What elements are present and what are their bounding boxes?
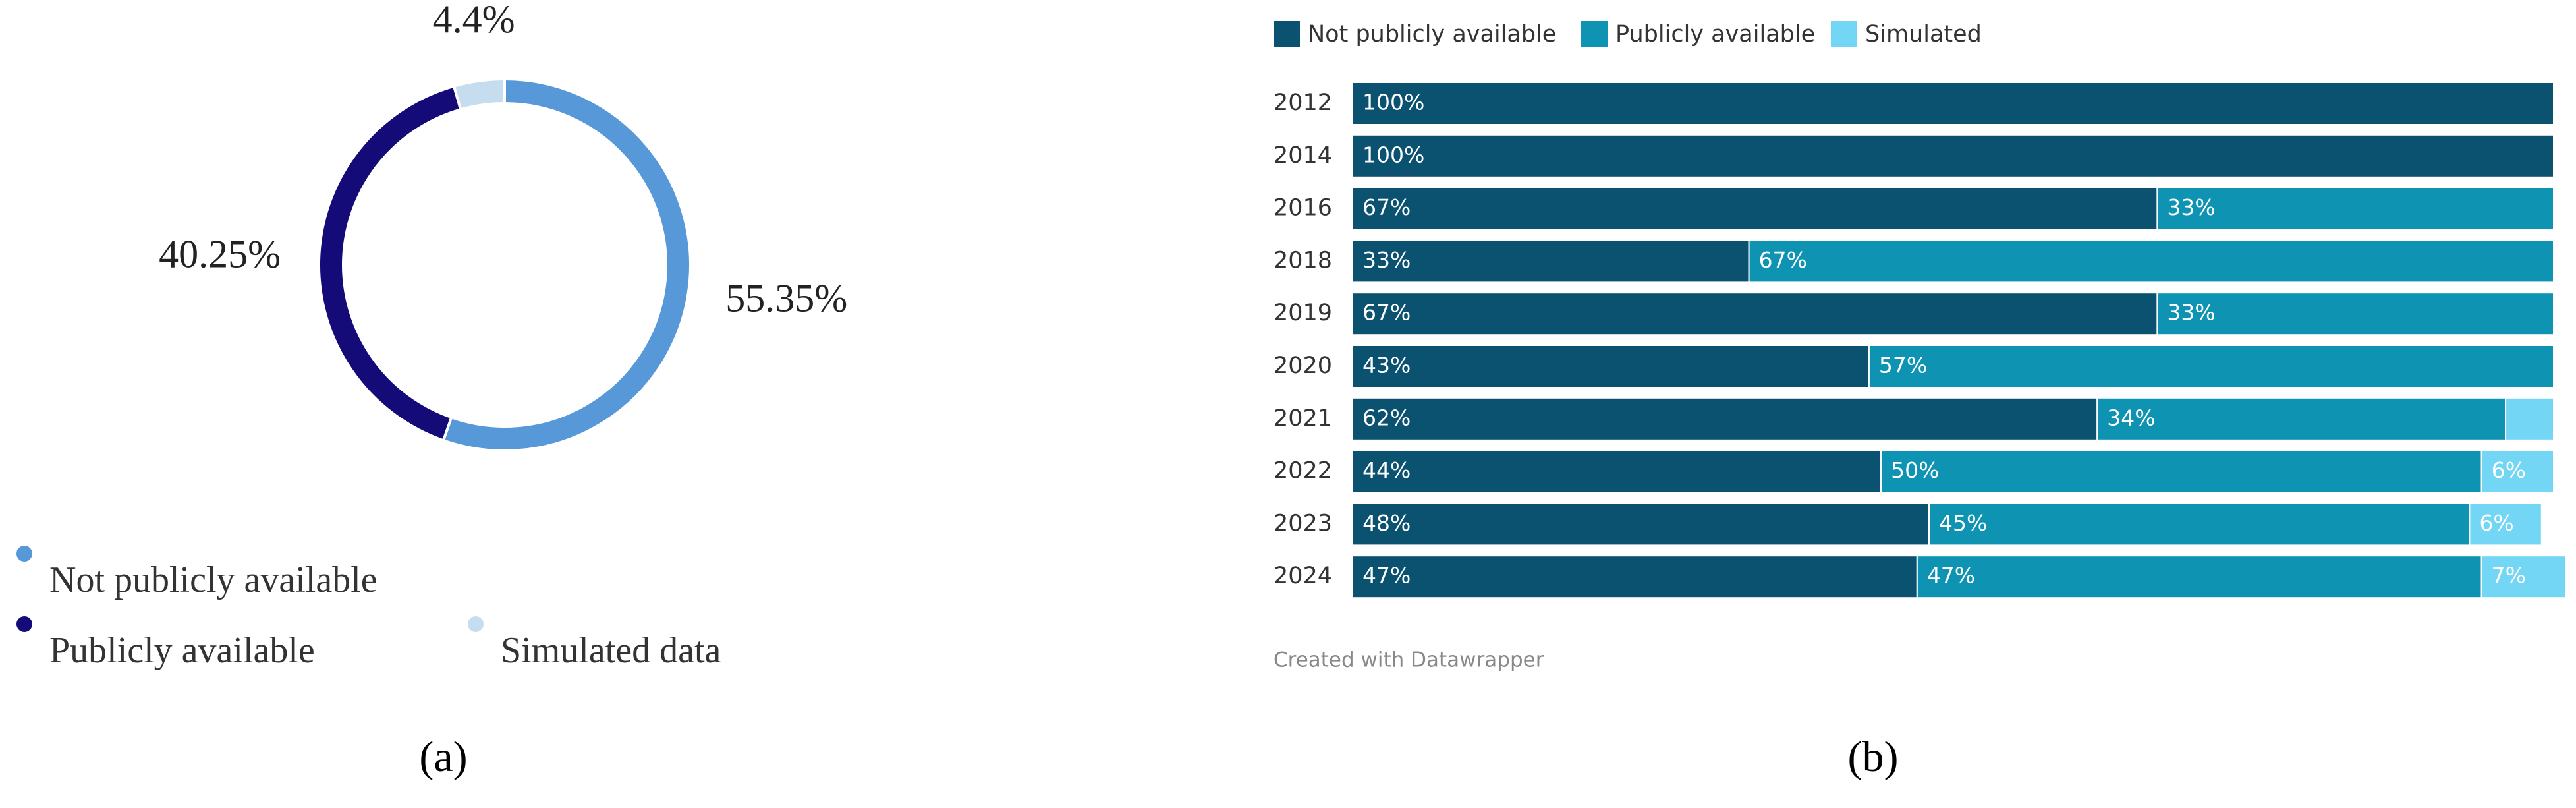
bar [2505,397,2555,441]
bar [1352,134,2554,178]
data-label: 62% [1362,405,1411,430]
legend-label: Publicly available [1615,21,1815,47]
bar [1352,345,1870,388]
bar [1352,449,1882,494]
bar [1352,82,2554,125]
data-label: 4.4% [433,0,515,41]
data-label: 47% [1927,563,1975,589]
legend-label: Simulated [1865,21,1982,47]
data-label: 100% [1362,90,1424,115]
data-label: 6% [2492,457,2526,483]
data-label: 67% [1759,247,1807,273]
data-label: 6% [2479,510,2513,536]
y-tick-label: 2024 [1274,563,1332,589]
legend-label: Simulated data [501,630,721,671]
legend-swatch [1581,21,1608,47]
data-label: 40.25% [159,233,281,276]
legend-swatch [16,616,32,632]
data-label: 67% [1362,300,1411,326]
y-tick-label: 2016 [1274,195,1332,221]
y-tick-label: 2012 [1274,90,1332,116]
data-label: 50% [1891,457,1939,483]
bar [1916,555,2482,599]
legend-swatch [16,546,32,562]
bar [1352,555,1918,599]
legend-label: Not publicly available [1308,21,1556,47]
caption: (b) [1848,733,1899,781]
data-label: 45% [1939,510,1987,536]
data-label: 44% [1362,457,1411,483]
data-label: 55.35% [725,277,847,320]
y-tick-label: 2023 [1274,510,1332,536]
bar [1748,239,2555,283]
bar [1868,345,2554,388]
bar [2156,187,2554,231]
bar [2480,449,2555,494]
data-label: 33% [1362,247,1411,273]
data-label: 33% [2167,300,2215,326]
data-label: 48% [1362,510,1411,536]
data-label: 7% [2492,563,2526,589]
data-label: 34% [2107,405,2155,430]
data-label: 100% [1362,142,1424,167]
bar [2480,555,2567,599]
y-tick-label: 2018 [1274,247,1332,274]
data-label: 67% [1362,194,1411,220]
data-label: 43% [1362,353,1411,378]
data-label: 57% [1879,353,1927,378]
pie-slice [318,84,462,442]
data-label: 47% [1362,563,1411,589]
caption: (a) [419,733,467,781]
legend-label: Publicly available [49,630,315,671]
bar [2469,502,2542,546]
bar [1352,502,1930,546]
pie-slice [441,77,692,452]
footer: Created with Datawrapper [1274,649,1544,672]
pie-slice [452,77,506,111]
y-tick-label: 2022 [1274,458,1332,484]
legend-label: Not publicly available [49,560,378,600]
bar [1352,187,2158,231]
bar [1352,239,1750,283]
y-tick-label: 2021 [1274,405,1332,432]
y-tick-label: 2014 [1274,142,1332,169]
bar [1352,397,2098,441]
y-tick-label: 2019 [1274,300,1332,326]
data-label: 33% [2167,194,2215,220]
bar [2156,292,2554,336]
bar [1928,502,2471,546]
legend-swatch [1274,21,1300,47]
bar [1352,292,2158,336]
y-tick-label: 2020 [1274,353,1332,379]
legend-swatch [468,616,484,632]
bar [2096,397,2507,441]
bar [1880,449,2482,494]
legend-swatch [1831,21,1857,47]
